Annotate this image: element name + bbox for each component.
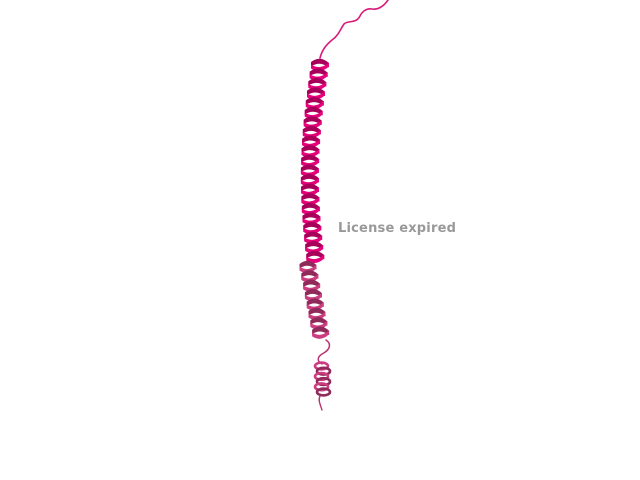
helix-main-turn-7-back [303,116,322,126]
helix-main-turn-16-back [301,202,320,212]
helix-main-turn-21-back [306,250,325,260]
helix-main-turn-15-back [301,193,320,202]
helix-main-turn-21-front [306,254,325,264]
helix-main-turn-2-back [309,68,328,78]
helix-main-turn-12-back [300,164,319,174]
helix-lower-turn-8-back [312,326,330,336]
helix-main-turn-18-front [303,225,322,235]
helix-lower-turn-2-back [301,270,319,279]
helix-main-turn-16-front [301,206,320,216]
helix-main-turn-10-back [301,145,320,154]
coil-tail [318,395,323,411]
helix-main-turn-13-front [300,177,319,187]
helix-lower-turn-8-front [312,330,330,339]
helix-main-turn-8-back [302,125,321,135]
coil-middle [317,339,331,365]
helix-main-turn-14-front [301,187,320,196]
helix-end-ring-4 [315,376,332,387]
helix-main-turn-6-back [304,106,323,116]
helix-end-ring-2 [315,366,332,376]
helix-main-turn-20-back [305,241,324,250]
helix-main-turn-3-back [308,77,327,87]
helix-main-turn-12-front [300,168,319,177]
helix-main-turn-5-back [305,97,324,106]
helix-main-turn-19-front [304,235,323,244]
helix-main-turn-20-front [305,244,324,254]
helix-main-turn-14-back [301,183,320,193]
helix-main-turn-17-front [302,216,321,225]
helix-lower-turn-7-back [310,317,328,326]
helix-end-ring-3 [313,371,330,382]
helix-main-turn-17-back [302,212,321,222]
helix-main-turn-4-back [306,87,325,97]
helix-main-turn-19-back [304,231,323,241]
helix-end-ring-5 [313,382,330,392]
helix-main-turn-11-front [301,158,320,168]
helix-main-turn-9-back [302,135,321,145]
helix-lower-turn-3-back [303,279,321,289]
helix-lower-turn-1-back [299,260,317,270]
helix-main-turn-18-back [303,221,322,231]
helix-main-turn-11-back [301,154,320,164]
protein-cartoon [299,0,389,411]
helix-main-turn-13-back [300,173,319,183]
helix-lower-turn-6-back [308,307,326,317]
helix-lower-turn-5-back [306,298,324,308]
helix-lower-turn-4-back [304,288,322,298]
helix-main-turn-15-front [301,196,320,206]
coil-top [319,0,389,59]
helix-main-turn-1-back [311,58,329,68]
license-watermark: License expired [338,221,457,236]
helix-end-ring-6 [315,387,332,397]
helix-end-ring-1 [313,361,330,371]
